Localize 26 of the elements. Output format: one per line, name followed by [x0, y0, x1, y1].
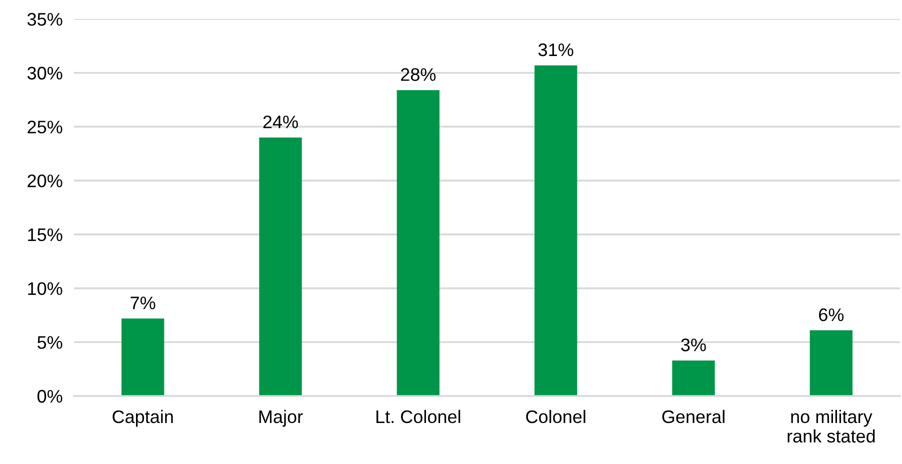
data-label: 28% — [401, 68, 436, 81]
data-label: 24% — [263, 116, 298, 128]
bar — [396, 90, 440, 396]
x-tick-label: Lt. Colonel — [376, 410, 460, 424]
bar — [672, 360, 715, 396]
y-tick-label: 35% — [27, 12, 62, 26]
y-tick-label: 30% — [27, 66, 62, 80]
data-label: 3% — [681, 338, 706, 352]
data-label: 31% — [538, 43, 574, 56]
x-tick-label: no military rank stated — [788, 410, 875, 443]
y-tick-label: 20% — [28, 174, 62, 188]
y-tick-label: 10% — [28, 282, 62, 296]
x-tick-label: General — [662, 410, 724, 424]
y-tick-label: 15% — [28, 228, 62, 242]
x-tick-label: Captain — [112, 410, 173, 427]
x-tick-label: Colonel — [526, 410, 586, 424]
x-tick-label: Major — [259, 410, 303, 427]
y-tick-label: 25% — [28, 120, 62, 134]
bar — [534, 65, 578, 396]
y-tick-label: 5% — [38, 336, 62, 349]
bar — [121, 318, 164, 396]
data-label: 7% — [130, 296, 156, 310]
bar — [259, 137, 302, 396]
bar — [810, 330, 853, 396]
data-label: 6% — [819, 308, 844, 322]
y-tick-label: 0% — [38, 390, 62, 403]
